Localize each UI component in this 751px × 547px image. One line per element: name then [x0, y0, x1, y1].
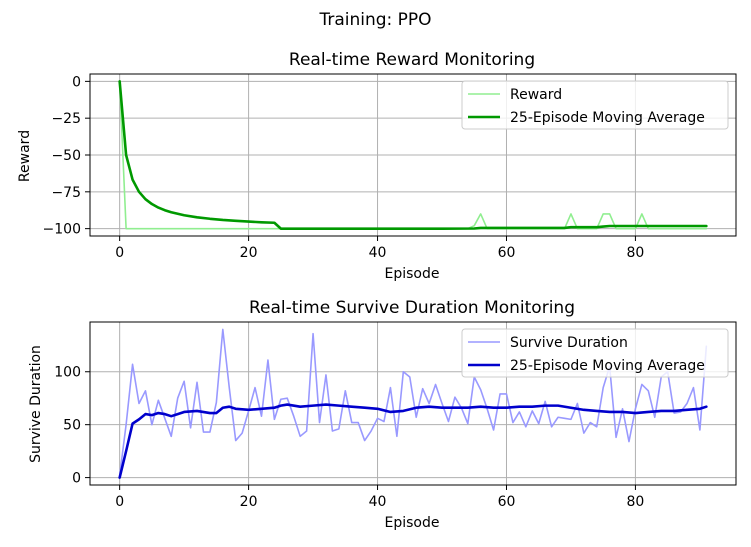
reward-chart-xtick-label: 40 [369, 245, 387, 261]
reward-chart-ticks: 0 20 40 60 80 0 −25 −50 −75 −100 [43, 74, 645, 261]
duration-series-moving-average-line [118, 403, 708, 479]
reward-chart-ytick-label: −25 [51, 111, 81, 127]
duration-chart-xlabel: Episode [385, 515, 440, 531]
reward-chart-title: Real-time Reward Monitoring [289, 50, 535, 70]
reward-chart-ytick-label: −75 [51, 185, 81, 201]
duration-chart-xtick-label: 40 [369, 494, 387, 510]
reward-chart-frame [89, 73, 737, 237]
duration-chart-title: Real-time Survive Duration Monitoring [249, 298, 575, 318]
duration-chart-ticks: 0 20 40 60 80 0 50 100 [54, 365, 644, 510]
reward-chart-ytick-label: −50 [51, 148, 81, 164]
reward-legend-box [461, 80, 729, 130]
reward-series-moving-average-line [118, 80, 708, 230]
reward-chart-legend: Reward 25-Episode Moving Average [461, 80, 729, 130]
duration-chart-ytick-label: 50 [63, 418, 81, 434]
duration-legend-box [461, 328, 729, 378]
duration-chart-legend: Survive Duration 25-Episode Moving Averag… [461, 328, 729, 378]
reward-chart-xtick-label: 20 [240, 245, 258, 261]
duration-legend-label: 25-Episode Moving Average [510, 358, 705, 374]
reward-series-raw-line [118, 80, 708, 230]
figure-suptitle: Training: PPO [318, 10, 431, 30]
duration-chart-xtick-label: 20 [240, 494, 258, 510]
duration-chart-grid [90, 322, 736, 485]
duration-chart-ylabel: Survive Duration [28, 345, 44, 463]
reward-legend-label: 25-Episode Moving Average [510, 110, 705, 126]
reward-chart-ytick-label: −100 [43, 222, 81, 238]
reward-chart-ylabel: Reward [17, 130, 33, 182]
reward-legend-label: Reward [510, 87, 562, 103]
reward-chart: Real-time Reward Monitoring Episode Rewa… [17, 50, 737, 282]
duration-chart: Real-time Survive Duration Monitoring Ep… [28, 298, 737, 531]
reward-chart-xlabel: Episode [385, 266, 440, 282]
duration-chart-ytick-label: 0 [72, 471, 81, 487]
duration-chart-xtick-label: 60 [498, 494, 516, 510]
duration-legend-label: Survive Duration [510, 335, 628, 351]
reward-chart-series [118, 80, 708, 230]
duration-chart-ytick-label: 100 [54, 365, 81, 381]
reward-chart-xtick-label: 80 [627, 245, 645, 261]
duration-chart-xtick-label: 0 [115, 494, 124, 510]
duration-chart-xtick-label: 80 [627, 494, 645, 510]
reward-chart-xtick-label: 0 [115, 245, 124, 261]
reward-chart-xtick-label: 60 [498, 245, 516, 261]
reward-chart-ytick-label: 0 [72, 74, 81, 90]
duration-chart-frame [89, 321, 737, 486]
